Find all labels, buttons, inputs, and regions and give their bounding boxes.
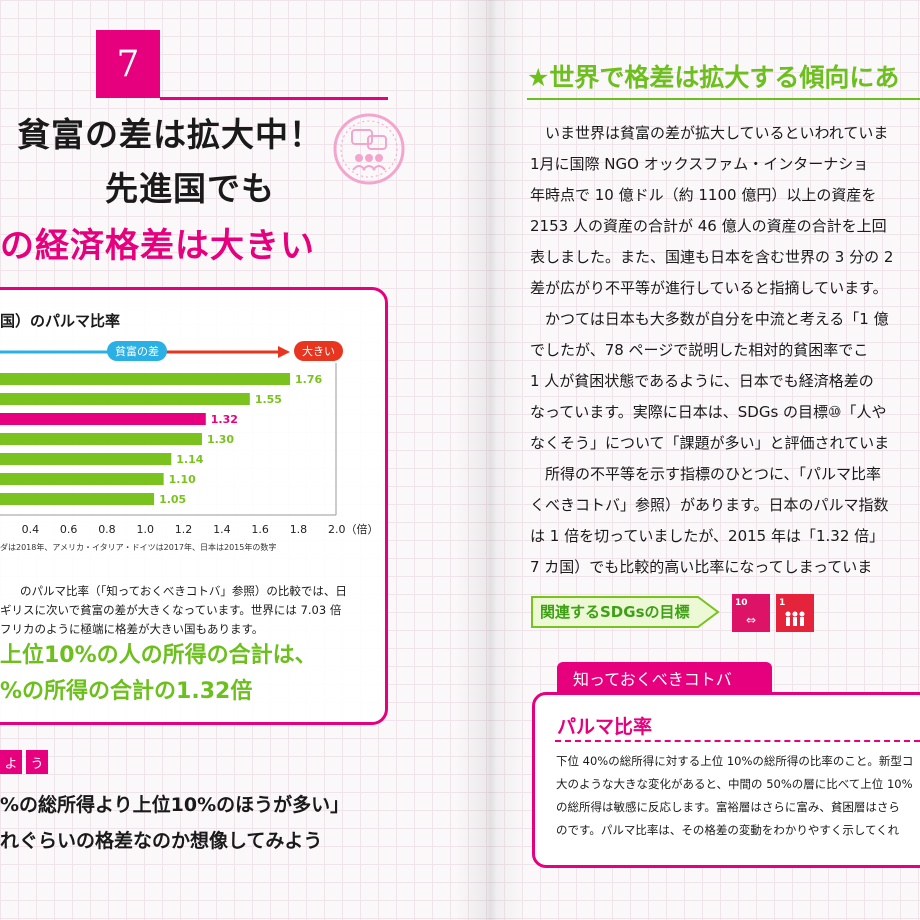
x-tick-label: 0.8 [98,523,116,536]
palma-ratio-chart: 1.76 1.55 1.32 1.30 1.14 1.10 1.05 0.4 0.6 0.8 1.… [0,346,379,536]
chart-bar [0,493,155,505]
glossary-line: 大のような大きな変化があると、中間の 50%の層に比べて上位 10% [556,777,913,791]
x-tick-label: 1.2 [175,523,193,536]
glossary-body: 下位 40%の総所得に対する上位 10%の総所得の比率のこと。新型コ 大のような… [556,750,920,842]
body-line: 差が広がり不平等が進行していると指摘しています。 [530,279,888,297]
body-line: 所得の不平等を示す指標のひとつに、「パルマ比率 [530,465,882,483]
highlight-line: 上位10%の人の所得の合計は、 [0,643,317,668]
bar-value-label: 1.30 [207,433,234,446]
body-line: 表しました。また、国連も日本を含む世界の 3 分の 2 [530,248,894,266]
bar-value-label: 1.32 [211,413,238,426]
bar-value-label: 1.10 [169,473,196,486]
section-tag: よ う [0,750,48,774]
bar-value-label: 1.14 [176,453,203,466]
highlight-statement: 上位10%の人の所得の合計は、 %の所得の合計の1.32倍 [0,638,317,710]
x-tick-label: 0.4 [22,523,39,536]
sdg-tag-shape [531,596,720,628]
chart-bar [0,453,172,465]
sdg-tag-label: 関連するSDGsの目標 [540,603,690,621]
body-line: 2153 人の資産の合計が 46 億人の資産の合計を上回 [530,217,887,235]
body-line: くべきコトバ」参照）があります。日本のパルマ指数 [530,496,889,514]
right-heading-rule [527,98,920,100]
discussion-emblem-icon [333,113,405,185]
right-heading: ★世界で格差は拡大する傾向にあ [527,63,900,92]
quote-line1: %の総所得より上位10%のほうが多い」 [0,794,350,816]
page-title-line1: 貧富の差は拡大中！ [17,115,323,154]
highlight-line: %の所得の合計の1.32倍 [0,679,253,704]
bar-value-label: 1.05 [159,493,186,506]
glossary-line: のです。パルマ比率は、その格差の変動をわかりやすく示してくれ [556,823,900,837]
x-tick-label: 1.0 [137,523,155,536]
glossary-card [532,692,920,868]
section-number: 7 [96,30,160,98]
body-line: 1月に国際 NGO オックスファム・インターナショ [530,155,869,173]
body-line: なくそう」について「課題が多い」と評価されていま [530,434,890,452]
left-body-text: のパルマ比率（「知っておくべきコトバ」参照）の比較では、日 ギリスに次いで貧富の… [0,582,370,639]
quote-line2: れぐらいの格差なのか想像してみよう [0,830,323,852]
x-tick-label: 0.6 [60,523,78,536]
chart-note: ダは2018年、アメリカ・イタリア・ドイツは2017年、日本は2015年の数字 [0,543,277,552]
body-line: 1 人が貧困状態であるように、日本でも経済格差の [530,372,874,390]
body-line: のパルマ比率（「知っておくべきコトバ」参照）の比較では、日 [20,584,347,598]
page-title-line2: 先進国でも [105,169,275,208]
glossary-divider [555,740,920,742]
arrow-head-icon [278,346,290,358]
bar-value-label: 1.76 [295,373,322,386]
body-line: は 1 倍を切っていましたが、2015 年は「1.32 倍」 [530,527,885,545]
chart-bar [0,433,202,445]
glossary-line: の総所得は敏感に反応します。富裕層はさらに富み、貧困層はさら [556,800,900,814]
page-title-line3: の経済格差は大きい [0,218,340,267]
body-line: でしたが、78 ページで説明した相対的貧困率でこ [530,341,869,359]
tag-char: う [26,750,48,774]
right-body-text: いま世界は貧富の差が拡大しているといわれていま 1月に国際 NGO オックスファ… [530,118,920,583]
body-line: かつては日本も大多数が自分を中流と考える「1 億 [530,310,889,328]
body-line: なっています。実際に日本は、SDGs の目標⑩「人や [530,403,887,421]
body-line: フリカのように極端に格差が大きい国もあります。 [0,622,264,636]
body-line: いま世界は貧富の差が拡大しているといわれていま [530,124,889,142]
svg-text:10: 10 [735,598,748,608]
chart-bar [0,393,250,405]
x-tick-label: 1.4 [213,523,231,536]
arrow-label-left: 貧富の差 [107,341,167,361]
glossary-line: 下位 40%の総所得に対する上位 10%の総所得の比率のこと。新型コ [556,754,914,768]
svg-text:1: 1 [779,598,785,608]
svg-text:⇔: ⇔ [746,613,756,627]
page-title-line3-text: の経済格差は大きい [0,226,315,266]
x-tick-label: 1.6 [251,523,269,536]
book-spine-shadow [455,0,525,920]
bar-value-label: 1.55 [255,393,282,406]
glossary-tab: 知っておくべきコトバ [557,662,772,694]
tag-char: よ [0,750,22,774]
body-line: 7 カ国）でも比較的高い比率になってしまっていま [530,558,873,576]
arrow-label-right: 大きい [294,341,343,361]
section-rule [160,97,388,100]
x-tick-label: 2.0（倍） [328,522,379,536]
body-line: 年時点で 10 億ドル（約 1100 億円）以上の資産を [530,186,877,204]
body-line: ギリスに次いで貧富の差が大きくなっています。世界には 7.03 倍 [0,603,342,617]
glossary-title: パルマ比率 [557,716,653,738]
sdg-goal-1-icon: 1 [776,594,814,632]
chart-bar [0,413,206,425]
chart-title: 国）のパルマ比率 [0,312,121,330]
chart-bar [0,473,164,485]
x-tick-label: 1.8 [290,523,308,536]
chart-bar [0,373,291,385]
sdg-goal-10-icon: 10 ⇔ [732,594,770,632]
